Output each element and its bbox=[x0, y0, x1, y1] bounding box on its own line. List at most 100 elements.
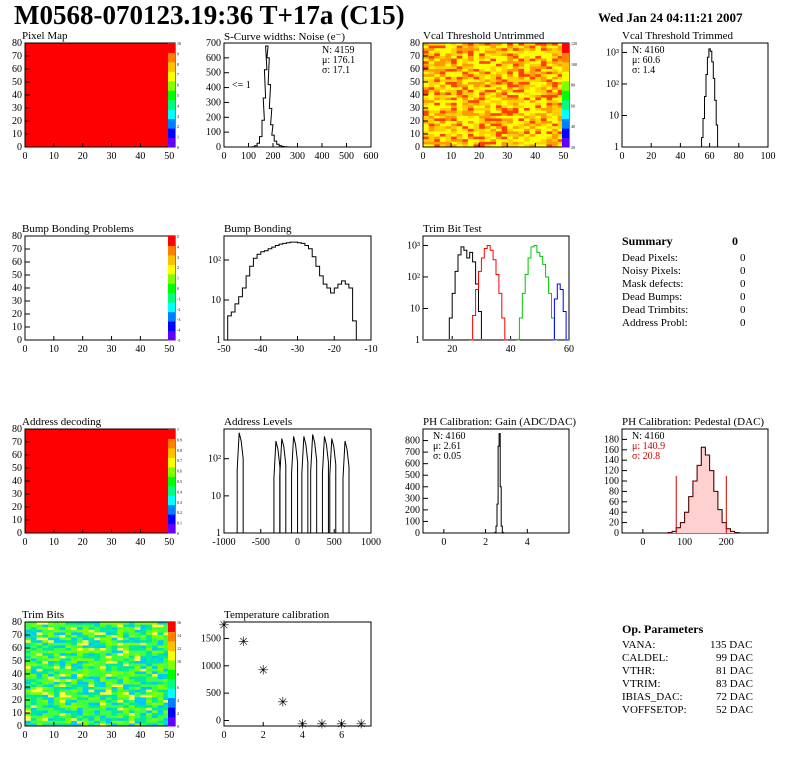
trim_bits-colorbar-cell bbox=[168, 697, 175, 708]
vcal_untrimmed-cell bbox=[473, 84, 480, 88]
trim_bits-cell bbox=[140, 705, 147, 709]
trim_bits-colorbar-cell bbox=[168, 688, 175, 699]
trim_bits-cell bbox=[42, 700, 49, 703]
scurve-xtick-label: 200 bbox=[266, 151, 281, 162]
trim_bits-cell bbox=[25, 648, 32, 651]
summary-label: Mask defects: bbox=[622, 278, 684, 290]
trim_bits-cell bbox=[128, 700, 136, 703]
trim_bits-cell bbox=[105, 622, 112, 625]
vcal_trimmed-series bbox=[701, 48, 720, 148]
vcal_untrimmed-cell bbox=[518, 76, 525, 80]
trim_bits-cell bbox=[111, 710, 118, 714]
trim_bits-cell bbox=[48, 676, 55, 680]
trim_bits-cell bbox=[48, 655, 55, 659]
trim_bits-cell bbox=[146, 702, 153, 706]
vcal_untrimmed-cell bbox=[462, 66, 469, 70]
trim_bits-cell bbox=[128, 684, 136, 688]
trim_bits-cell bbox=[65, 645, 72, 649]
trim_bits-cell bbox=[146, 713, 153, 716]
vcal_untrimmed-cell bbox=[540, 121, 547, 124]
vcal_untrimmed-cell bbox=[524, 100, 531, 104]
vcal_untrimmed-cell bbox=[552, 79, 559, 83]
trim_bits-colorbar-cell bbox=[168, 640, 175, 651]
trim_bits-cell bbox=[30, 687, 37, 690]
vcal_untrimmed-cell bbox=[540, 69, 547, 72]
trim_bits-cell bbox=[134, 723, 141, 727]
trim_bits-cell bbox=[88, 671, 95, 675]
vcal_untrimmed-cell bbox=[428, 100, 435, 104]
trim_bits-cell bbox=[48, 723, 55, 727]
trim_bits-cell bbox=[163, 645, 170, 649]
vcal_untrimmed-cell bbox=[423, 56, 430, 59]
vcal_untrimmed-cell bbox=[512, 95, 519, 98]
trim_bits-cell bbox=[151, 635, 159, 638]
vcal_untrimmed-cell bbox=[428, 63, 435, 67]
trim_bits-cell bbox=[71, 676, 78, 680]
trim_bits-cell bbox=[128, 663, 136, 667]
temperature-ytick-label: 500 bbox=[206, 688, 221, 699]
trim_bits-cell bbox=[65, 684, 72, 688]
vcal_untrimmed-cell bbox=[557, 121, 564, 124]
vcal_untrimmed-cell bbox=[451, 105, 458, 109]
trim_bits-cell bbox=[100, 715, 107, 719]
vcal_untrimmed-cell bbox=[563, 71, 570, 75]
vcal_untrimmed-cell bbox=[518, 95, 525, 98]
vcal_untrimmed-cell bbox=[467, 102, 474, 106]
trim_bits-cell bbox=[100, 684, 107, 688]
vcal_untrimmed-cell bbox=[496, 108, 503, 111]
trim_bits-cell bbox=[76, 720, 84, 724]
trim_bits-cell bbox=[163, 681, 170, 685]
vcal_untrimmed-cell bbox=[546, 128, 553, 132]
trim_bits-cell bbox=[76, 694, 84, 698]
pixel_map-xtick-label: 30 bbox=[107, 151, 117, 162]
trim_bits-cell bbox=[117, 650, 124, 654]
trim_bits-cell bbox=[105, 676, 112, 680]
trim_bits-cell bbox=[111, 715, 118, 719]
vcal_untrimmed-cell bbox=[434, 126, 441, 130]
vcal_untrimmed-cell bbox=[462, 139, 469, 143]
trim_bits-cell bbox=[100, 622, 107, 625]
vcal_untrimmed-cell bbox=[451, 53, 458, 57]
bump_problems-xtick-label: 30 bbox=[107, 344, 117, 355]
vcal_untrimmed-cell bbox=[524, 76, 531, 80]
trim_bits-cell bbox=[59, 715, 66, 719]
trim_bits-cell bbox=[134, 642, 141, 646]
pixel_map-colorbar-label: 0 bbox=[177, 145, 179, 150]
trim_bits-cell bbox=[163, 658, 170, 662]
op-param-label: CALDEL: bbox=[622, 652, 669, 664]
vcal_untrimmed-cell bbox=[484, 97, 491, 101]
trim_bits-cell bbox=[157, 676, 164, 680]
vcal_untrimmed-cell bbox=[479, 66, 486, 70]
trim_bits-cell bbox=[151, 713, 159, 716]
trim_bits-cell bbox=[105, 642, 112, 646]
trim_bits-cell bbox=[123, 702, 130, 706]
trim_bits-cell bbox=[42, 632, 49, 636]
trim_bits-cell bbox=[53, 692, 61, 696]
vcal_untrimmed-cell bbox=[512, 74, 519, 78]
vcal_untrimmed-cell bbox=[501, 48, 508, 52]
trim_bits-cell bbox=[48, 635, 55, 638]
vcal_untrimmed-cell bbox=[512, 97, 519, 101]
vcal_untrimmed-cell bbox=[490, 89, 497, 93]
trim_bits-cell bbox=[94, 632, 101, 636]
trim_bits-cell bbox=[30, 689, 37, 693]
trim_bits-cell bbox=[140, 637, 147, 641]
bump_bonding-xtick-label: -10 bbox=[364, 344, 377, 355]
vcal_untrimmed-cell bbox=[490, 82, 497, 85]
trim_bits-cell bbox=[48, 637, 55, 641]
trim_bits-cell bbox=[48, 702, 55, 706]
trim_bits-cell bbox=[42, 692, 49, 696]
trim_bits-cell bbox=[151, 720, 159, 724]
vcal_untrimmed-cell bbox=[473, 58, 480, 62]
trim_bits-cell bbox=[123, 676, 130, 680]
vcal_untrimmed-cell bbox=[496, 92, 503, 96]
trim_bits-cell bbox=[169, 723, 176, 727]
vcal_untrimmed-cell bbox=[529, 115, 536, 119]
trim_bits-cell bbox=[48, 642, 55, 646]
trim_bits-cell bbox=[123, 661, 130, 664]
trim_bits-cell bbox=[42, 637, 49, 641]
trim_bits-cell bbox=[25, 629, 32, 633]
vcal_untrimmed-cell bbox=[439, 100, 446, 104]
vcal_untrimmed-cell bbox=[451, 121, 458, 124]
trim_bits-cell bbox=[94, 687, 101, 690]
